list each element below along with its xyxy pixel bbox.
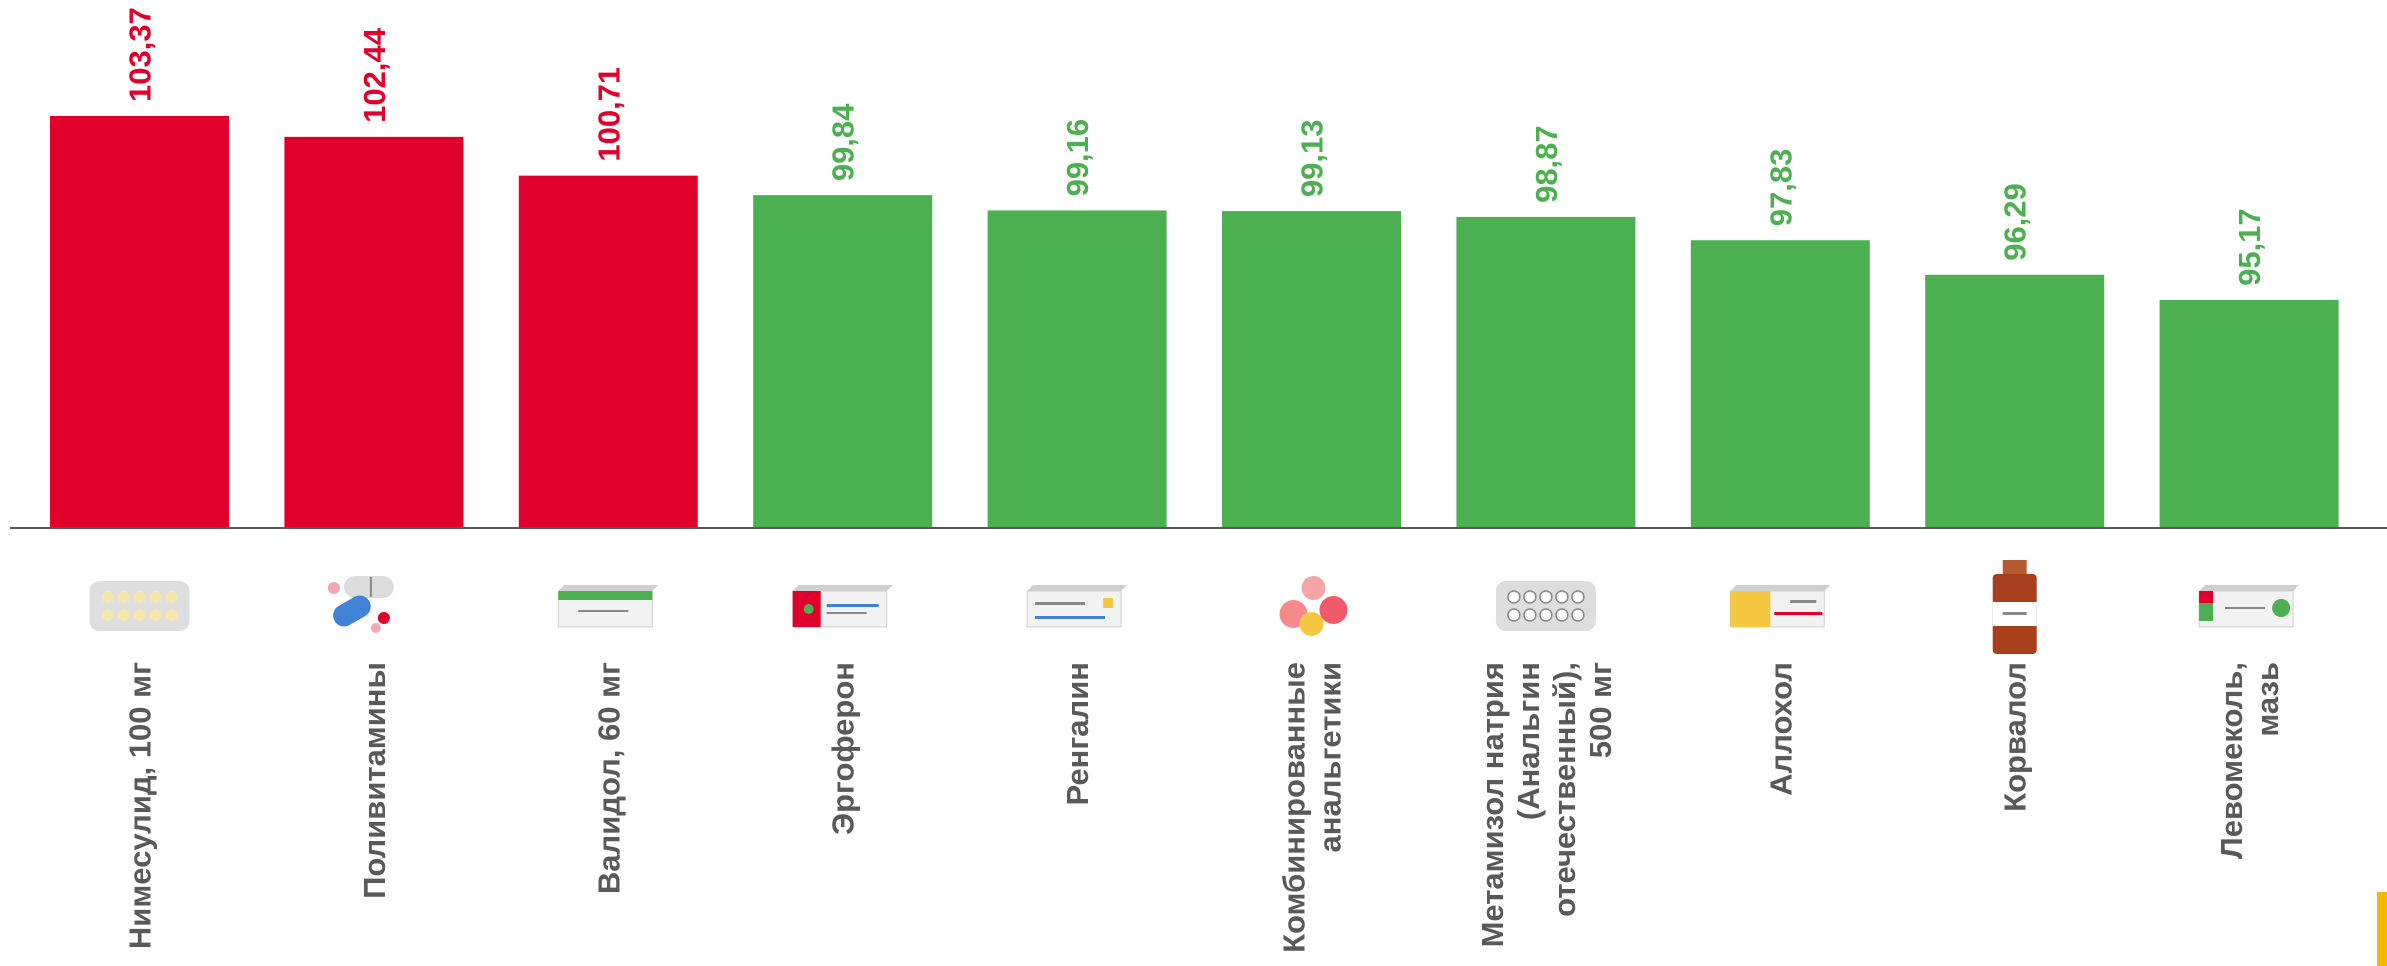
bar <box>987 210 1167 529</box>
category-label: Валидол, 60 мг <box>591 662 626 894</box>
bar <box>50 116 229 528</box>
category-label-line: 500 мг <box>1583 662 1618 758</box>
category-label: Комбинированные анальгетики <box>1277 662 1348 953</box>
category-label: Левомеколь, мазь <box>2214 662 2285 859</box>
category-label-line: анальгетики <box>1313 662 1348 853</box>
pills-icon <box>1279 576 1348 636</box>
blister-pack-icon <box>89 581 190 631</box>
category-label-line: Валидол, 60 мг <box>591 662 626 894</box>
category-label: Нимесулид, 100 мг <box>123 662 158 949</box>
ointment-box-icon <box>2198 585 2300 628</box>
category-label-line: Метамизол натрия <box>1475 662 1510 947</box>
category-label-line: Корвалол <box>1998 662 2033 812</box>
medicine-box-icon <box>1729 585 1831 628</box>
category-label-line: Эргоферон <box>826 662 861 835</box>
data-label: 99,16 <box>1060 119 1095 197</box>
bar <box>284 136 464 529</box>
category-label: Поливитамины <box>357 662 392 899</box>
category-label-line: отечественный), <box>1547 662 1582 917</box>
data-label: 99,13 <box>1295 120 1330 198</box>
category-label-line: Поливитамины <box>357 662 392 899</box>
bar <box>2159 299 2339 528</box>
category-label-line: Нимесулид, 100 мг <box>123 662 158 949</box>
bottle-icon <box>1992 560 2037 654</box>
category-label: Метамизол натрия (Анальгин отечественный),… <box>1475 662 1618 947</box>
category-label-line: Аллохол <box>1763 662 1798 796</box>
data-label: 98,87 <box>1529 125 1564 203</box>
data-label: 95,17 <box>2232 208 2267 286</box>
category-label: Ренгалин <box>1060 662 1095 806</box>
data-label: 103,37 <box>123 7 158 102</box>
category-label: Эргоферон <box>826 662 861 835</box>
bar <box>1456 216 1636 528</box>
capsules-icon <box>327 576 394 633</box>
category-label-line: Ренгалин <box>1060 662 1095 806</box>
data-label: 100,71 <box>591 67 626 162</box>
bar <box>1690 240 1870 528</box>
data-label: 96,29 <box>1998 183 2033 261</box>
category-label-line: Комбинированные <box>1277 662 1312 953</box>
category-label: Аллохол <box>1763 662 1798 796</box>
value-labels-group: 103,37 102,44 100,71 99,84 99,16 99,13 98,87 97… <box>123 7 2268 286</box>
bar <box>1222 211 1401 528</box>
bar <box>753 195 933 528</box>
category-label-line: (Анальгин <box>1511 662 1546 820</box>
bar <box>518 175 698 528</box>
category-label-line: Левомеколь, <box>2214 662 2249 859</box>
blister-pack-icon <box>1495 581 1596 631</box>
icons-group <box>89 560 2300 654</box>
data-label: 97,83 <box>1763 149 1798 227</box>
bars-group <box>50 116 2339 529</box>
category-label-line: мазь <box>2250 662 2285 737</box>
medicine-box-icon <box>1026 585 1128 628</box>
data-label: 99,84 <box>826 103 861 181</box>
accent-tab <box>2377 892 2387 966</box>
data-label: 102,44 <box>357 27 392 123</box>
category-label: Корвалол <box>1998 662 2033 812</box>
bar <box>1925 274 2105 528</box>
medicine-box-icon <box>792 585 893 628</box>
medicine-box-icon <box>557 585 659 628</box>
category-labels-group: Нимесулид, 100 мг Поливитамины Валидол, 60… <box>123 662 2286 953</box>
